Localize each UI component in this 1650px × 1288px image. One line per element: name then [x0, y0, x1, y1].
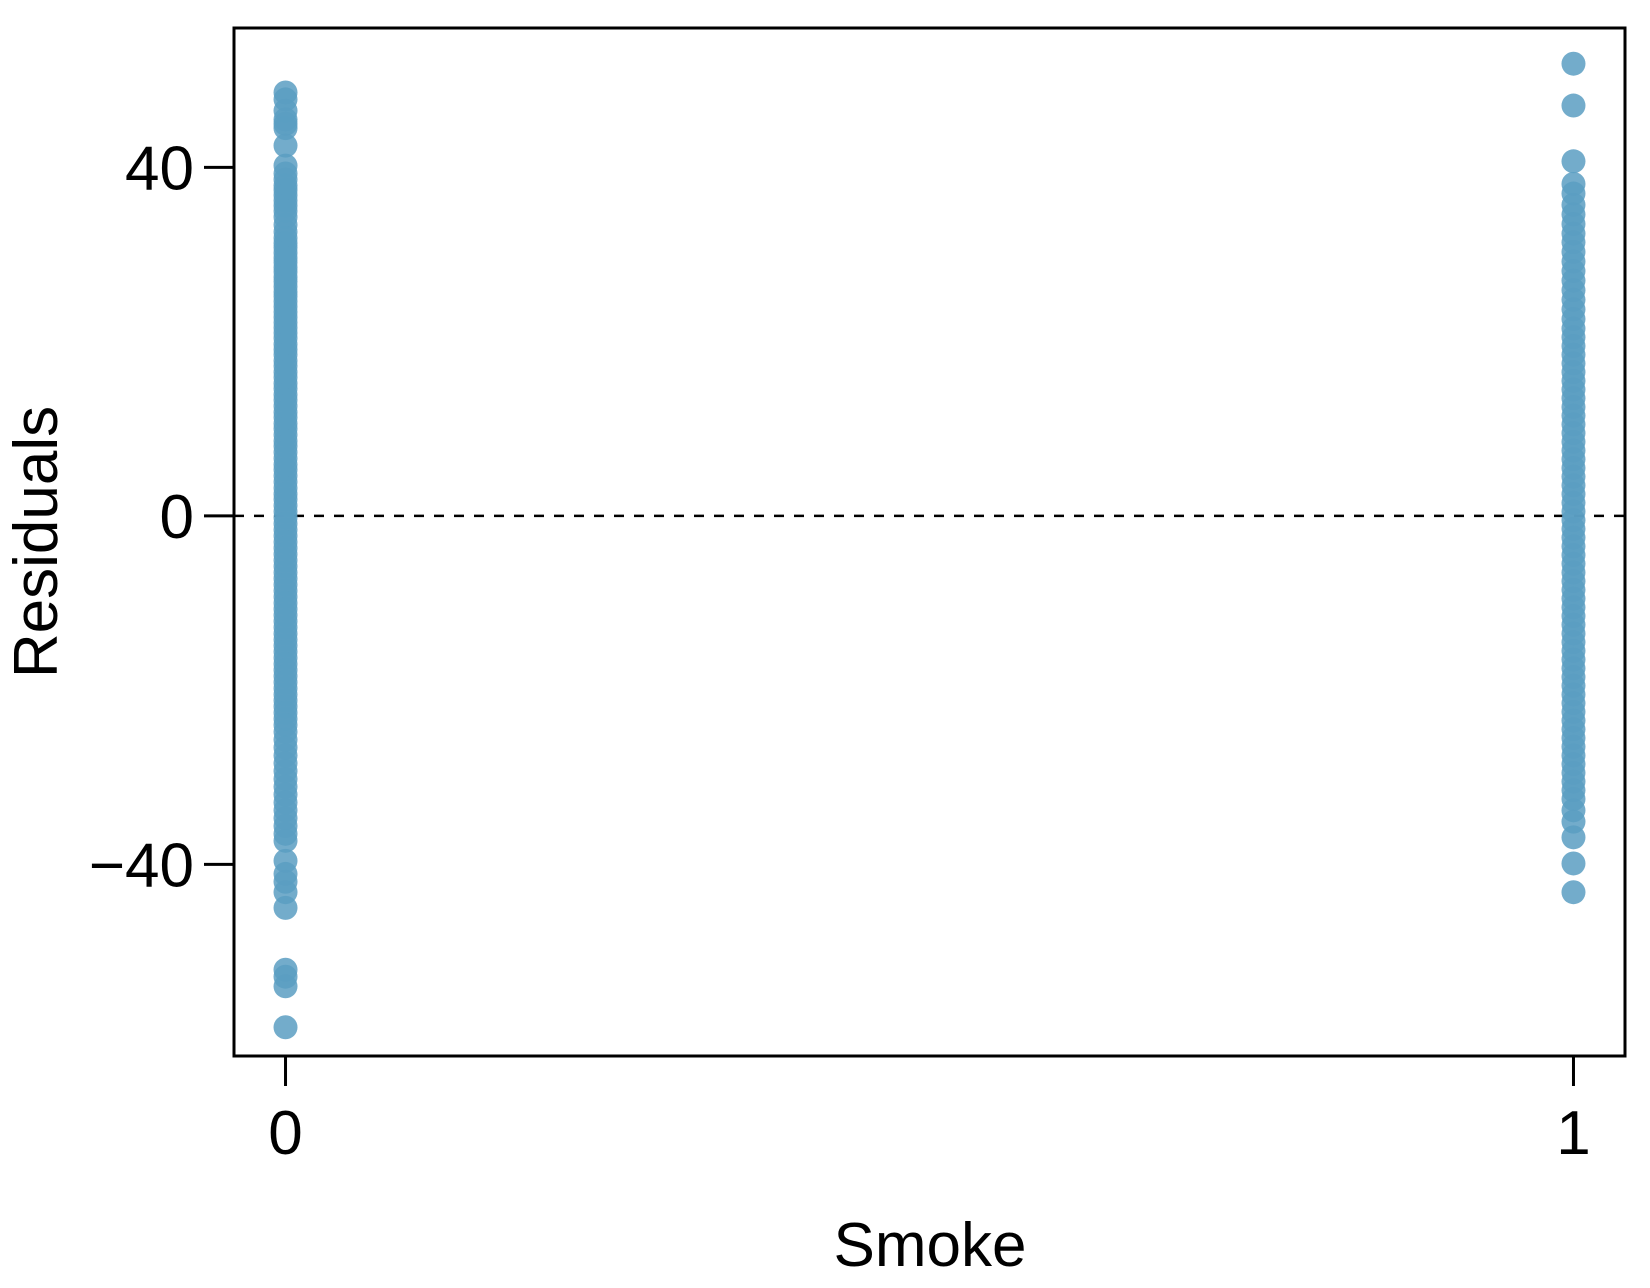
y-axis-title: Residuals	[2, 406, 71, 678]
y-tick-label: 0	[160, 483, 194, 552]
y-tick-label: −40	[89, 831, 194, 900]
x-tick-label: 1	[1556, 1099, 1590, 1168]
data-point	[273, 1015, 298, 1040]
data-point	[273, 895, 298, 920]
plot-frame	[232, 26, 1627, 1058]
data-point	[273, 116, 298, 141]
data-point	[1561, 851, 1586, 876]
data-point	[273, 974, 298, 999]
x-axis-title: Smoke	[834, 1211, 1027, 1280]
data-point	[1561, 149, 1586, 174]
x-tick-label: 0	[268, 1099, 302, 1168]
data-point	[273, 828, 298, 853]
data-points	[273, 51, 1586, 1040]
data-point	[1561, 51, 1586, 76]
y-axis-ticks: −40 0 40	[89, 134, 234, 900]
y-tick-label: 40	[125, 134, 194, 203]
data-point	[1561, 93, 1586, 118]
data-point	[1561, 825, 1586, 850]
data-point	[1561, 880, 1586, 905]
data-point	[273, 133, 298, 158]
